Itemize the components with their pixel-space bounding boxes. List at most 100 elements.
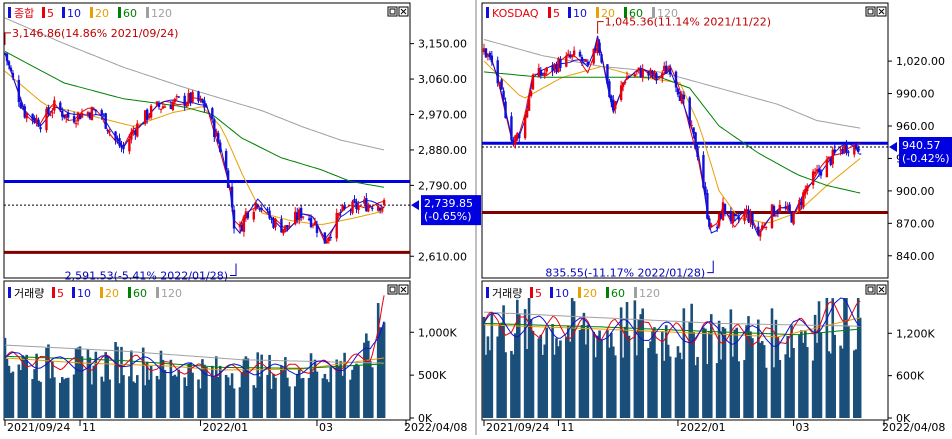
- candle-body: [147, 115, 151, 118]
- volume-bar: [831, 298, 835, 418]
- volume-bar: [201, 359, 204, 418]
- volume-bar: [88, 357, 92, 418]
- volume-bar: [792, 347, 795, 418]
- volume-bar: [502, 305, 505, 418]
- legend-item-ma20: 20: [105, 287, 119, 300]
- volume-bar: [721, 326, 725, 418]
- volume-bar: [240, 372, 244, 418]
- candle-body: [551, 65, 554, 72]
- volume-bar: [76, 347, 80, 418]
- candle-body: [329, 237, 332, 239]
- last-change-label: (-0.65%): [424, 210, 472, 223]
- candle-body: [325, 241, 329, 244]
- volume-bar: [169, 359, 173, 418]
- volume-bar: [106, 356, 109, 418]
- volume-bar: [80, 356, 84, 418]
- candle-body: [647, 71, 650, 76]
- volume-bar: [329, 367, 333, 418]
- volume-bar: [856, 298, 860, 418]
- candle-body: [37, 119, 40, 127]
- candle-body: [804, 188, 807, 194]
- volume-bar: [19, 370, 23, 418]
- volume-bar: [702, 327, 705, 418]
- candle-body: [88, 112, 92, 119]
- legend-item-ma10: 10: [67, 7, 81, 20]
- candle-body: [92, 109, 96, 111]
- volume-bar: [17, 364, 21, 418]
- volume-bar: [295, 374, 299, 418]
- close-button[interactable]: [876, 284, 887, 295]
- volume-bar: [516, 299, 519, 418]
- candle-body: [339, 211, 342, 213]
- kospi-price-panel: 3,150.00 3,060.00 2,970.00 2,880.00 2,790.00…: [3, 2, 481, 283]
- low-annotation-leader: [707, 260, 714, 274]
- candle-body: [598, 42, 601, 53]
- candle-body: [676, 88, 680, 95]
- volume-bar: [177, 369, 181, 418]
- volume-bar: [33, 369, 36, 418]
- candle-body: [173, 98, 177, 103]
- maximize-button[interactable]: [387, 6, 398, 17]
- maximize-button[interactable]: [865, 284, 876, 295]
- volume-bar: [623, 326, 627, 418]
- maximize-button[interactable]: [387, 284, 398, 295]
- legend-title: 종합: [14, 7, 34, 20]
- volume-bar: [486, 336, 490, 418]
- volume-bar: [802, 342, 805, 418]
- close-button[interactable]: [398, 6, 409, 17]
- candle-body: [61, 110, 64, 117]
- candle-body: [205, 105, 208, 108]
- legend-color-swatch: [62, 7, 65, 18]
- close-button[interactable]: [876, 6, 887, 17]
- volume-ma5-line: [483, 300, 861, 346]
- volume-bar: [9, 373, 13, 418]
- volume-bar: [7, 365, 11, 418]
- candle-body: [531, 74, 535, 90]
- volume-bar: [804, 331, 807, 418]
- candle-body: [484, 48, 488, 58]
- volume-bar: [608, 347, 611, 418]
- candle-body: [610, 95, 613, 103]
- volume-bar: [155, 375, 159, 418]
- candle-body: [297, 209, 301, 221]
- candle-body: [827, 156, 831, 159]
- y-tick-label: 1,200K: [896, 327, 935, 340]
- candle-body: [486, 54, 490, 57]
- volume-bar: [108, 379, 111, 418]
- volume-bar: [653, 327, 656, 418]
- candle-body: [721, 202, 725, 221]
- candle-body: [86, 112, 90, 116]
- volume-bar: [37, 380, 40, 418]
- candle-body: [78, 114, 82, 120]
- candle-body: [33, 117, 36, 123]
- volume-bar: [543, 344, 547, 418]
- candle-body: [108, 131, 111, 133]
- y-tick-label: 0K: [418, 412, 433, 425]
- volume-bar: [555, 338, 558, 418]
- volume-bar: [776, 336, 780, 418]
- candle-body: [606, 64, 609, 84]
- legend-marker: [8, 7, 11, 18]
- volume-bar: [47, 344, 50, 418]
- volume-bar: [841, 348, 844, 418]
- candle-body: [246, 212, 250, 219]
- candle-body: [543, 72, 546, 75]
- legend-color-swatch: [624, 7, 627, 18]
- maximize-button[interactable]: [865, 6, 876, 17]
- candle-body: [17, 79, 21, 103]
- volume-bar: [232, 388, 236, 418]
- volume-bar: [498, 324, 501, 418]
- close-button[interactable]: [398, 284, 409, 295]
- y-tick-label: 3,060.00: [418, 73, 467, 86]
- candle-body: [621, 82, 625, 87]
- volume-bar: [488, 350, 492, 418]
- candle-body: [619, 85, 623, 101]
- candle-body: [733, 213, 736, 217]
- candle-body: [841, 148, 844, 154]
- volume-bar: [149, 366, 153, 418]
- volume-bar: [729, 309, 733, 418]
- volume-bar: [825, 298, 829, 418]
- volume-bar: [367, 340, 370, 418]
- volume-bar: [134, 382, 137, 418]
- candle-body: [729, 211, 733, 222]
